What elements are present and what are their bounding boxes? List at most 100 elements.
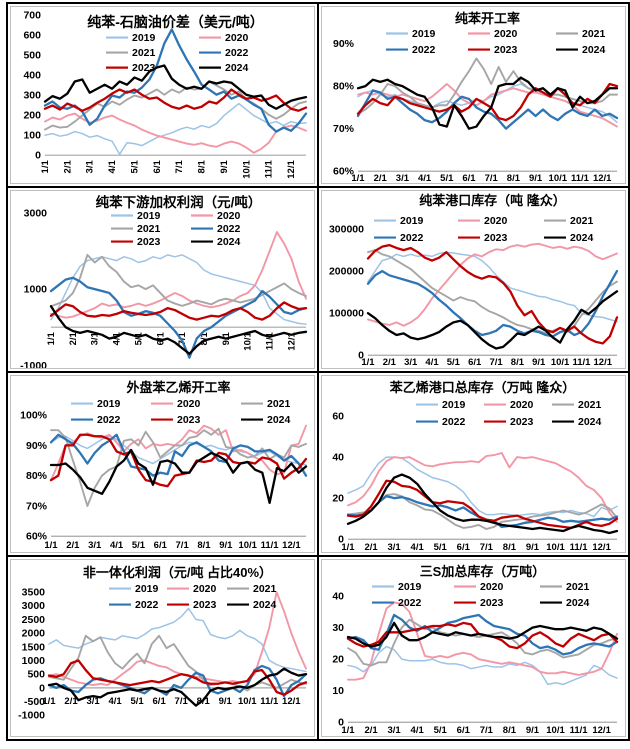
chart-title: 外盘苯乙烯开工率 <box>126 380 231 395</box>
series-line-2020 <box>50 231 307 319</box>
legend-label-2022: 2022 <box>442 416 466 428</box>
series-line-2024 <box>366 290 619 350</box>
x-tick-label: 9/1 <box>219 160 230 174</box>
chart-cell-7: -1000 -500 0 500 1000 1500 2000 2500 3000 3500 1/1… <box>8 556 317 739</box>
y-tick-label: 60 <box>332 410 344 422</box>
legend-label-2022: 2022 <box>412 44 436 56</box>
legend-label-2021: 2021 <box>570 215 594 227</box>
legend-label-2020: 2020 <box>225 32 249 44</box>
x-tick-label: 10/1 <box>546 542 565 552</box>
y-tick-label: 100% <box>20 409 47 421</box>
x-tick-label: 10/1 <box>238 696 257 707</box>
legend-label-2023: 2023 <box>132 62 156 74</box>
y-tick-label: 70% <box>26 500 48 512</box>
legend-label-2019: 2019 <box>135 583 159 595</box>
y-tick-label: 200000 <box>329 266 364 278</box>
legend-label-2023: 2023 <box>484 232 508 244</box>
x-tick-label: 5/1 <box>132 540 146 551</box>
legend-label-2020: 2020 <box>494 28 518 40</box>
x-tick-label: 6/1 <box>152 160 163 174</box>
x-tick-label: 7/1 <box>175 696 189 707</box>
chart-benzene-naphtha-spread-canvas: 0 100 200 300 400 500 600 700 1/1 2/1 3/1 4/1 5/1 6/1… <box>23 10 308 179</box>
x-tick-label: 8/1 <box>511 357 525 367</box>
y-tick-label: 600 <box>23 30 41 42</box>
legend-label-2022: 2022 <box>217 223 241 235</box>
x-tick-label: 11/1 <box>572 357 591 367</box>
x-tick-label: 1/1 <box>44 540 58 551</box>
y-tick-label: 80% <box>333 81 355 93</box>
chart-benzene-operating-rate-canvas: 60% 70% 80% 90% 1/1 2/1 3/1 4/1 5/1 6/1 7/1 8/1 9/1 1… <box>333 11 619 183</box>
y-tick-label: 80% <box>26 470 48 482</box>
legend-label-2019: 2019 <box>398 581 422 593</box>
series-line-2021 <box>50 254 307 308</box>
x-tick-label: 2/1 <box>68 332 79 346</box>
x-tick-label: 5/1 <box>129 160 140 174</box>
series-line-2019 <box>367 251 618 323</box>
x-tick-label: 8/1 <box>507 173 521 183</box>
y-tick-label: 0 <box>39 682 45 694</box>
legend-label-2019: 2019 <box>97 398 121 410</box>
series-line-2021 <box>357 57 618 115</box>
x-tick-label: 5/1 <box>133 332 144 346</box>
y-tick-label: 1500 <box>22 641 46 653</box>
legend-label-2024: 2024 <box>582 44 606 56</box>
y-tick-label: -1000 <box>18 709 45 721</box>
x-tick-label: 4/1 <box>110 540 124 551</box>
x-tick-label: 12/1 <box>282 696 301 707</box>
x-tick-label: 12/1 <box>282 540 301 551</box>
y-tick-label: 20 <box>332 492 344 504</box>
legend-label-2020: 2020 <box>510 399 534 411</box>
x-tick-label: 11/1 <box>265 332 276 351</box>
x-tick-label: 12/1 <box>592 725 611 736</box>
series-line-2022 <box>366 270 619 338</box>
chart-cell-1: 0 100 200 300 400 500 600 700 1/1 2/1 3/1 4/1 5/1 6/1… <box>8 4 317 187</box>
x-tick-label: 8/1 <box>199 332 210 346</box>
series-line-2019 <box>347 645 618 685</box>
series-line-2023 <box>43 88 308 112</box>
y-tick-label: 30 <box>332 622 344 634</box>
series-line-2021 <box>367 249 618 335</box>
x-tick-label: 6/1 <box>468 357 482 367</box>
series-line-2022 <box>49 276 308 360</box>
chart-styrene-port-total-inventory: 0 20 40 60 1/1 2/1 3/1 4/1 5/1 6/1 7/1 8/1 9/1 10/1 11… <box>321 374 626 553</box>
x-tick-label: 9/1 <box>219 540 233 551</box>
chart-3s-total-inventory-canvas: 0 10 20 30 40 1/1 2/1 3/1 4/1 5/1 6/1 7/1 8/1 9/1 10/1… <box>332 564 619 736</box>
y-tick-label: 90% <box>26 439 48 451</box>
x-tick-label: 2/1 <box>374 173 388 183</box>
x-tick-label: 1/1 <box>40 160 51 174</box>
x-tick-label: 1/1 <box>341 725 355 736</box>
x-tick-label: 7/1 <box>176 540 190 551</box>
series-line-2024 <box>43 64 308 110</box>
legend-label-2021: 2021 <box>267 398 291 410</box>
legend-label-2022: 2022 <box>135 599 159 611</box>
series-line-2024 <box>356 76 619 130</box>
legend-label-2024: 2024 <box>217 236 241 248</box>
x-tick-label: 9/1 <box>529 173 543 183</box>
y-tick-label: 1000 <box>24 284 48 296</box>
x-tick-label: 7/1 <box>177 332 188 346</box>
legend-label-2022: 2022 <box>225 47 249 59</box>
legend-label-2023: 2023 <box>480 597 504 609</box>
x-tick-label: 4/1 <box>107 160 118 174</box>
series-line-2024 <box>47 667 308 707</box>
series-line-2022 <box>47 664 308 697</box>
legend-label-2024: 2024 <box>225 62 249 74</box>
x-tick-label: 11/1 <box>261 540 280 551</box>
x-tick-label: 10/1 <box>551 357 570 367</box>
legend-label-2022: 2022 <box>398 597 422 609</box>
charts-grid: 0 100 200 300 400 500 600 700 1/1 2/1 3/1 4/1 5/1 6/1… <box>6 2 630 741</box>
y-tick-label: -1000 <box>20 360 47 368</box>
series-line-2024 <box>346 472 619 534</box>
y-tick-label: 100000 <box>329 308 364 320</box>
legend-label-2020: 2020 <box>217 210 241 222</box>
chart-title: 纯苯下游加权利润（元/吨） <box>96 194 262 210</box>
chart-cell-3: -1000 1000 3000 1/1 2/1 3/1 4/1 5/1 6/1 7/1 8/1 9/1… <box>8 188 317 371</box>
x-tick-label: 2/1 <box>364 542 378 552</box>
chart-cell-2: 60% 70% 80% 90% 1/1 2/1 3/1 4/1 5/1 6/1 7/1 8/1 9/1 1… <box>319 4 628 187</box>
y-tick-label: 700 <box>23 10 41 22</box>
x-tick-label: 8/1 <box>503 542 517 552</box>
chart-benzene-port-inventory-canvas: 0 100000 200000 300000 1/1 2/1 3/1 4/1 5/1 6/1 7/1… <box>329 193 619 368</box>
chart-title: 纯苯-石脑油价差（美元/吨） <box>87 14 263 30</box>
y-tick-label: 10 <box>332 685 344 697</box>
